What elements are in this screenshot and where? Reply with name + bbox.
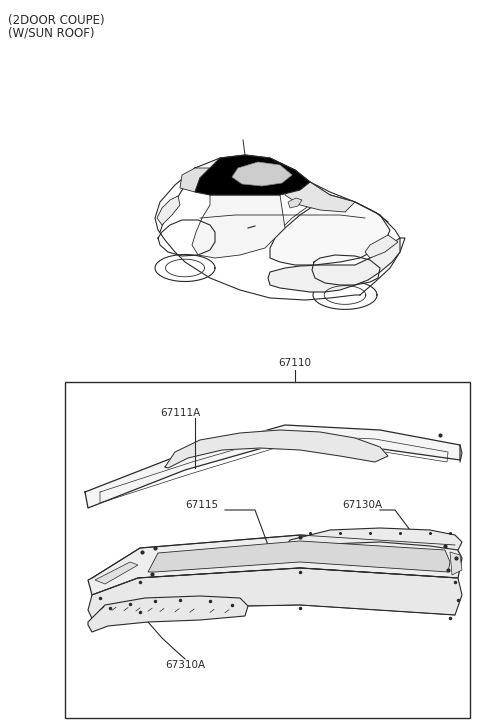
Polygon shape [157,196,180,225]
Polygon shape [450,552,462,575]
Text: 67130A: 67130A [342,500,382,510]
Polygon shape [95,562,138,584]
Text: 67115: 67115 [185,500,218,510]
Polygon shape [285,170,355,212]
Polygon shape [148,541,450,572]
Polygon shape [268,238,400,292]
Polygon shape [365,235,398,258]
Text: 67310A: 67310A [165,660,205,670]
Text: (2DOOR COUPE): (2DOOR COUPE) [8,14,105,27]
Polygon shape [285,528,462,553]
Polygon shape [88,535,462,595]
Polygon shape [195,155,310,195]
Polygon shape [192,195,285,258]
Polygon shape [165,430,388,468]
Polygon shape [270,195,390,265]
Bar [65,382,470,718]
Text: 67110: 67110 [278,358,312,368]
Polygon shape [85,425,460,508]
Polygon shape [88,596,248,632]
Text: 67111A: 67111A [160,408,200,418]
Polygon shape [232,162,292,186]
Polygon shape [180,168,210,192]
Polygon shape [288,198,302,208]
Polygon shape [88,568,462,625]
Text: (W/SUN ROOF): (W/SUN ROOF) [8,26,95,39]
